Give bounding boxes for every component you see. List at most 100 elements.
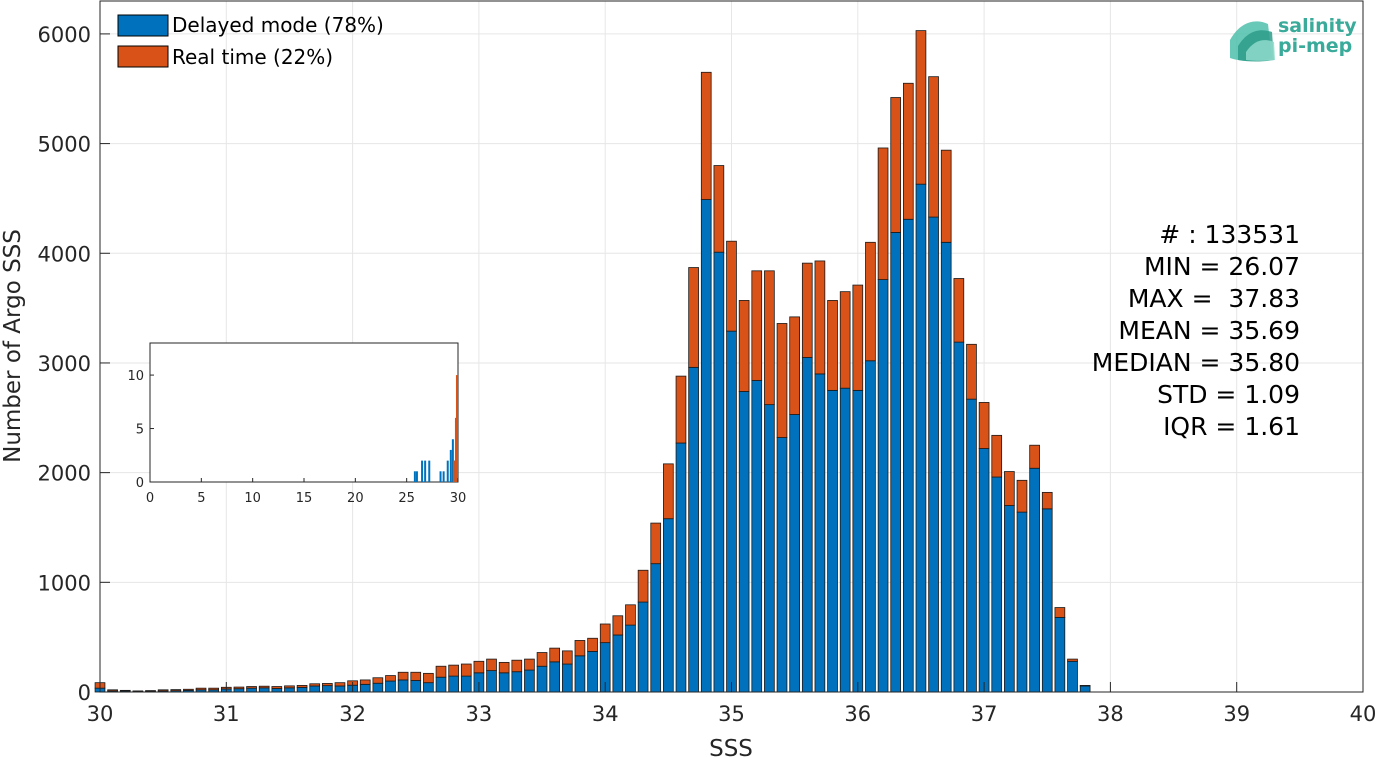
bar-delayed xyxy=(511,671,523,693)
bar-delayed xyxy=(827,389,838,693)
bar-realtime xyxy=(764,270,775,406)
bar-delayed xyxy=(549,661,561,693)
bar-realtime xyxy=(145,690,156,692)
bar-delayed xyxy=(498,672,510,693)
bar-realtime xyxy=(549,647,561,663)
wave-icon xyxy=(1230,21,1275,62)
inset-y-tick-label: 0 xyxy=(136,476,144,491)
bar-realtime xyxy=(107,689,118,692)
bar-realtime xyxy=(397,671,409,681)
bar-realtime xyxy=(170,689,182,692)
bar-realtime xyxy=(423,672,434,684)
inset-bar-delayed xyxy=(453,460,456,482)
inset-bar-delayed xyxy=(428,460,431,482)
inset-bar-delayed xyxy=(421,460,424,482)
bar-delayed xyxy=(574,655,586,693)
x-tick-label: 34 xyxy=(592,702,619,726)
bar-realtime xyxy=(460,663,472,677)
bar-realtime xyxy=(902,82,914,220)
bar-realtime xyxy=(751,270,763,381)
y-tick-label: 4000 xyxy=(38,242,91,266)
y-axis-label: Number of Argo SSS xyxy=(0,229,26,463)
bar-realtime xyxy=(890,97,902,233)
bar-realtime xyxy=(966,343,977,400)
x-tick-label: 37 xyxy=(971,702,998,726)
legend: Delayed mode (78%) Real time (22%) xyxy=(117,13,384,69)
bar-delayed xyxy=(334,685,346,693)
stat-iqr: IQR = 1.61 xyxy=(1163,412,1300,441)
stat-mean: MEAN = 35.69 xyxy=(1118,316,1300,345)
bar-delayed xyxy=(284,687,295,693)
inset-bar-delayed xyxy=(413,471,416,482)
inset-plot-frame xyxy=(149,342,459,483)
bar-delayed xyxy=(852,389,864,693)
bar-realtime xyxy=(789,316,800,415)
inset-bar-delayed xyxy=(451,439,454,482)
inset-bar-delayed xyxy=(446,460,449,482)
x-tick-label: 38 xyxy=(1097,702,1124,726)
bar-realtime xyxy=(511,659,523,673)
bar-delayed xyxy=(1067,660,1078,693)
salinity-pi-mep-logo: salinity pi-mep xyxy=(1230,15,1357,62)
bar-delayed xyxy=(1079,685,1091,693)
bar-realtime xyxy=(359,679,371,685)
bar-realtime xyxy=(296,685,308,688)
bar-delayed xyxy=(991,476,1003,693)
bar-realtime xyxy=(915,30,927,185)
x-tick-label: 32 xyxy=(339,702,366,726)
stat-min: MIN = 26.07 xyxy=(1144,252,1300,281)
bar-delayed xyxy=(789,414,800,693)
logo-line-1: salinity xyxy=(1278,15,1357,37)
bar-realtime xyxy=(978,402,990,449)
bar-delayed xyxy=(536,665,548,693)
bar-realtime xyxy=(309,683,321,687)
inset-x-tick-label: 0 xyxy=(146,491,154,506)
bar-realtime xyxy=(612,615,624,636)
inset-x-tick-label: 15 xyxy=(296,491,313,506)
bar-delayed xyxy=(1041,508,1053,693)
bar-delayed xyxy=(246,687,257,693)
bar-realtime xyxy=(1079,685,1091,687)
bar-delayed xyxy=(309,685,321,693)
bar-realtime xyxy=(650,522,662,565)
stat-median: MEDIAN = 35.80 xyxy=(1092,348,1300,377)
bar-realtime xyxy=(524,658,535,671)
bar-realtime xyxy=(928,76,939,218)
bar-delayed xyxy=(385,680,396,693)
bar-delayed xyxy=(372,682,384,693)
x-tick-label: 40 xyxy=(1350,702,1377,726)
bar-realtime xyxy=(195,687,207,691)
bar-realtime xyxy=(132,690,144,692)
bar-delayed xyxy=(877,279,889,693)
bar-delayed xyxy=(839,387,851,693)
bar-realtime xyxy=(675,375,687,444)
bar-delayed xyxy=(751,380,763,693)
bar-realtime xyxy=(372,677,384,684)
bar-delayed xyxy=(1029,467,1040,693)
bar-delayed xyxy=(561,663,573,693)
x-tick-label: 31 xyxy=(213,702,240,726)
bar-realtime xyxy=(574,640,586,657)
bar-realtime xyxy=(801,262,813,358)
bar-delayed xyxy=(814,373,826,693)
bar-realtime xyxy=(991,434,1003,478)
bar-delayed xyxy=(675,442,687,693)
bar-realtime xyxy=(498,661,510,674)
y-tick-label: 2000 xyxy=(38,462,91,486)
y-tick-label: 1000 xyxy=(38,571,91,595)
bar-realtime xyxy=(599,623,611,644)
bar-realtime xyxy=(334,682,346,687)
bar-realtime xyxy=(208,687,219,691)
bar-realtime xyxy=(473,660,485,674)
bar-delayed xyxy=(1004,505,1015,693)
x-axis-ticks: 30 31 32 33 34 35 36 37 38 39 40 xyxy=(87,682,1377,726)
bar-delayed xyxy=(940,241,952,693)
bar-delayed xyxy=(410,680,422,693)
stat-count: # : 133531 xyxy=(1159,220,1300,249)
bar-realtime xyxy=(1067,658,1078,662)
inset-bar-series xyxy=(413,375,458,482)
bar-realtime xyxy=(385,675,396,682)
bar-realtime xyxy=(561,650,573,665)
bar-delayed xyxy=(435,676,447,693)
